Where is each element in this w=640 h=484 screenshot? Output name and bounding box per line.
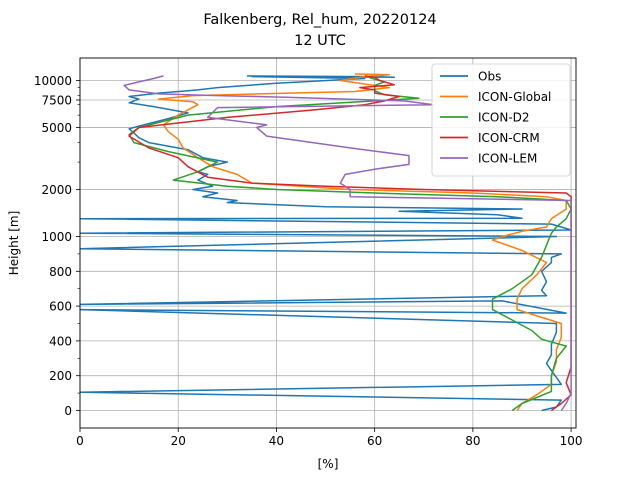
y-axis-label: Height [m] [7, 211, 21, 276]
y-tick-label: 0 [64, 404, 72, 418]
y-axis-ticks: 0 200 400 600 800 1000 2000 5000 7500 10000 [34, 74, 80, 418]
x-axis-label: [%] [318, 457, 339, 471]
x-tick-label: 80 [465, 434, 480, 448]
y-tick-label: 800 [49, 265, 72, 279]
legend-label: ICON-D2 [478, 111, 530, 125]
series-line-icon-lem [123, 75, 572, 411]
y-tick-label: 400 [49, 334, 72, 348]
y-tick-label: 1000 [41, 230, 72, 244]
x-tick-label: 0 [76, 434, 84, 448]
y-tick-label: 600 [49, 300, 72, 314]
legend-label: ICON-LEM [478, 152, 537, 166]
x-axis-ticks: 0 20 40 60 80 100 [76, 428, 583, 448]
series-line-icon-d2 [128, 77, 572, 412]
chart-title: Falkenberg, Rel_hum, 20220124 [203, 12, 436, 28]
y-tick-label: 10000 [34, 74, 72, 88]
y-tick-label: 7500 [41, 93, 72, 107]
series-line-icon-global [157, 73, 567, 411]
y-tick-label: 2000 [41, 183, 72, 197]
chart-subtitle: 12 UTC [294, 33, 346, 49]
legend-label: Obs [478, 70, 501, 84]
x-tick-label: 40 [269, 434, 284, 448]
x-tick-label: 60 [367, 434, 382, 448]
legend-box [431, 63, 571, 177]
legend-label: ICON-Global [478, 90, 551, 104]
x-tick-label: 20 [171, 434, 186, 448]
series-line-obs [80, 75, 572, 412]
plot-frame [79, 57, 577, 429]
x-tick-label: 100 [560, 434, 583, 448]
series-lines [80, 73, 572, 412]
legend-label: ICON-CRM [478, 131, 540, 145]
legend: Obs ICON-Global ICON-D2 ICON-CRM ICON-LEM [431, 63, 571, 177]
y-tick-label: 5000 [41, 121, 72, 135]
y-tick-label: 200 [49, 369, 72, 383]
